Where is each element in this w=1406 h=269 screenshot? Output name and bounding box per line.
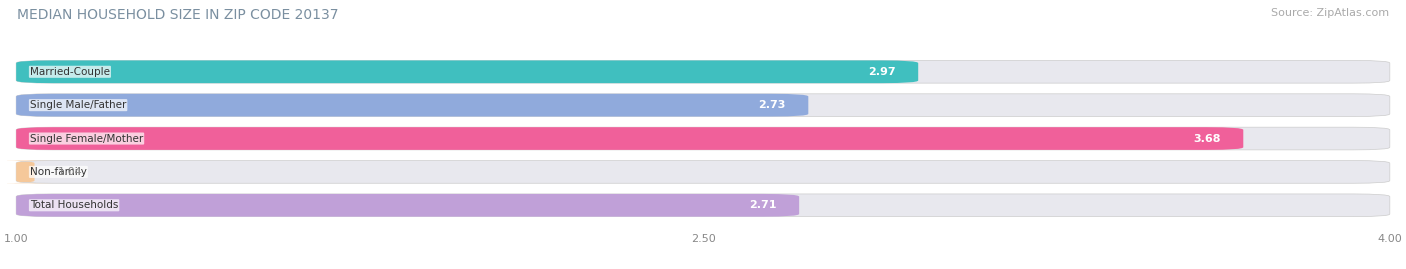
Text: 2.97: 2.97 <box>868 67 896 77</box>
Text: 2.73: 2.73 <box>758 100 786 110</box>
Text: Source: ZipAtlas.com: Source: ZipAtlas.com <box>1271 8 1389 18</box>
Text: MEDIAN HOUSEHOLD SIZE IN ZIP CODE 20137: MEDIAN HOUSEHOLD SIZE IN ZIP CODE 20137 <box>17 8 339 22</box>
FancyBboxPatch shape <box>17 127 1389 150</box>
FancyBboxPatch shape <box>17 161 1389 183</box>
FancyBboxPatch shape <box>17 194 1389 217</box>
FancyBboxPatch shape <box>17 94 808 116</box>
FancyBboxPatch shape <box>17 94 1389 116</box>
Text: Single Male/Father: Single Male/Father <box>30 100 127 110</box>
FancyBboxPatch shape <box>17 61 1389 83</box>
Text: 1.04: 1.04 <box>58 167 82 177</box>
Text: 2.71: 2.71 <box>749 200 776 210</box>
Text: Non-family: Non-family <box>30 167 87 177</box>
FancyBboxPatch shape <box>17 127 1243 150</box>
FancyBboxPatch shape <box>0 161 53 183</box>
Text: Total Households: Total Households <box>30 200 118 210</box>
FancyBboxPatch shape <box>17 194 799 217</box>
FancyBboxPatch shape <box>17 61 918 83</box>
Text: Married-Couple: Married-Couple <box>30 67 110 77</box>
Text: Single Female/Mother: Single Female/Mother <box>30 133 143 144</box>
Text: 3.68: 3.68 <box>1192 133 1220 144</box>
